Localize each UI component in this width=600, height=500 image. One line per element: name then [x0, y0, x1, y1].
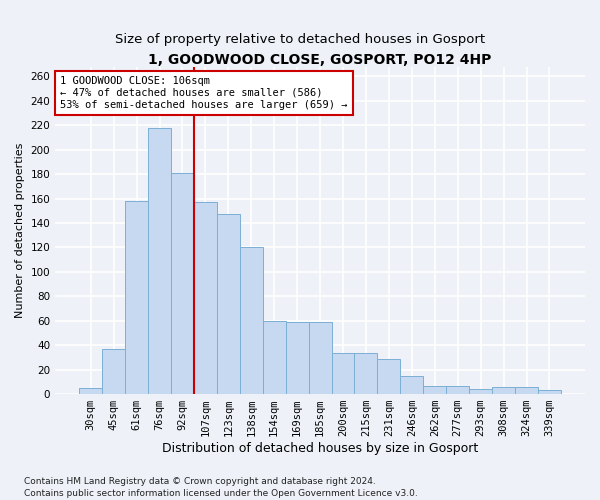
Bar — [240, 248, 263, 394]
Text: 1 GOODWOOD CLOSE: 106sqm
← 47% of detached houses are smaller (586)
53% of semi-: 1 GOODWOOD CLOSE: 106sqm ← 47% of detach… — [61, 76, 348, 110]
Bar — [492, 386, 515, 394]
X-axis label: Distribution of detached houses by size in Gosport: Distribution of detached houses by size … — [162, 442, 478, 455]
Text: Size of property relative to detached houses in Gosport: Size of property relative to detached ho… — [115, 32, 485, 46]
Bar — [171, 173, 194, 394]
Bar — [79, 388, 102, 394]
Bar — [332, 352, 355, 394]
Bar — [286, 322, 308, 394]
Bar — [400, 376, 423, 394]
Bar — [217, 214, 240, 394]
Bar — [148, 128, 171, 394]
Text: Contains HM Land Registry data © Crown copyright and database right 2024.
Contai: Contains HM Land Registry data © Crown c… — [24, 476, 418, 498]
Bar — [446, 386, 469, 394]
Title: 1, GOODWOOD CLOSE, GOSPORT, PO12 4HP: 1, GOODWOOD CLOSE, GOSPORT, PO12 4HP — [148, 52, 492, 66]
Bar — [469, 389, 492, 394]
Bar — [102, 349, 125, 394]
Bar — [125, 201, 148, 394]
Bar — [423, 386, 446, 394]
Bar — [194, 202, 217, 394]
Bar — [308, 322, 332, 394]
Bar — [538, 390, 561, 394]
Bar — [355, 352, 377, 394]
Bar — [515, 386, 538, 394]
Y-axis label: Number of detached properties: Number of detached properties — [15, 142, 25, 318]
Bar — [377, 358, 400, 394]
Bar — [263, 320, 286, 394]
